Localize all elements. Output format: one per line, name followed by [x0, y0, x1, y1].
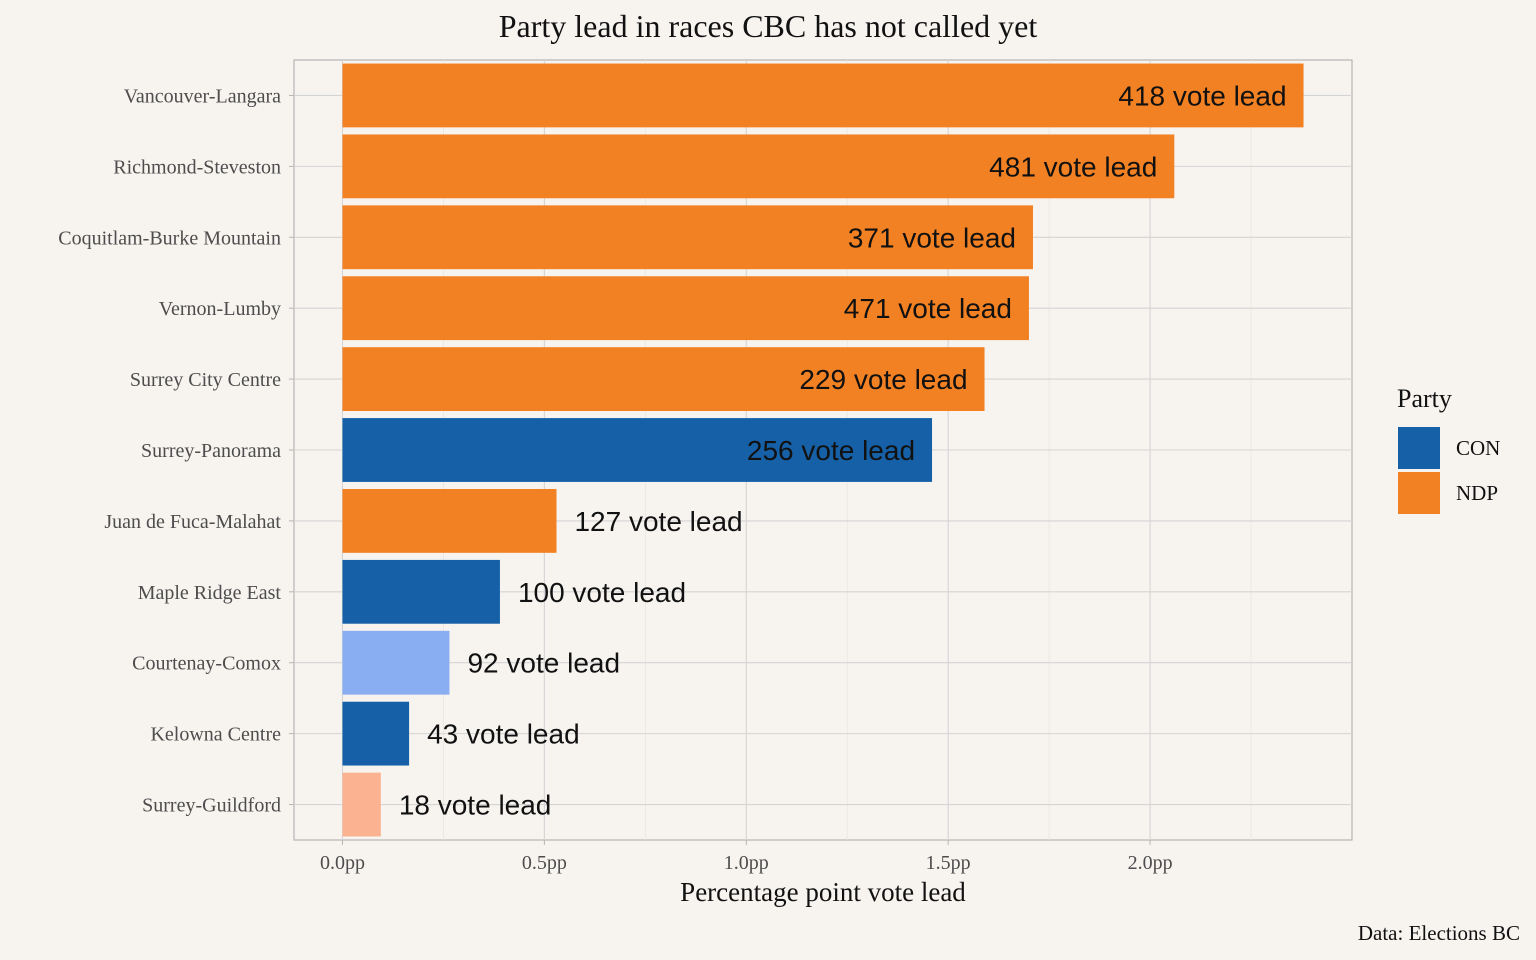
x-tick-label: 1.0pp: [724, 852, 769, 874]
x-tick-label: 1.5pp: [926, 852, 971, 874]
x-tick-label: 2.0pp: [1128, 852, 1173, 874]
y-tick-label: Juan de Fuca-Malahat: [104, 511, 281, 533]
bar-value-label: 92 vote lead: [467, 648, 620, 679]
bar: [342, 418, 933, 482]
bar: [342, 134, 1175, 199]
bar: [342, 630, 450, 695]
x-tick-label: 0.0pp: [320, 852, 365, 874]
x-axis-labels: 0.0pp 0.5pp 1.0pp 1.5pp 2.0pp: [320, 840, 1173, 874]
y-tick-label: Vancouver-Langara: [124, 85, 281, 107]
x-axis-title: Percentage point vote lead: [680, 877, 966, 907]
bar-value-label: 471 vote lead: [844, 293, 1012, 324]
y-tick-label: Vernon-Lumby: [159, 298, 281, 320]
y-tick-label: Surrey-Panorama: [141, 440, 281, 462]
bar: [342, 63, 1304, 128]
bar-value-label: 100 vote lead: [518, 577, 686, 608]
bar: [342, 347, 985, 411]
legend-label: CON: [1456, 436, 1500, 460]
bar: [342, 772, 381, 837]
bar-value-label: 481 vote lead: [989, 151, 1157, 182]
y-tick-label: Surrey City Centre: [130, 369, 281, 391]
legend-title: Party: [1397, 384, 1452, 413]
y-tick-label: Maple Ridge East: [138, 582, 282, 604]
y-tick-label: Surrey-Guildford: [142, 795, 281, 817]
bar-value-label: 256 vote lead: [747, 435, 915, 466]
y-tick-label: Courtenay-Comox: [132, 653, 281, 675]
caption: Data: Elections BC: [1358, 921, 1520, 945]
legend-swatch: [1398, 427, 1440, 469]
bar-value-label: 18 vote lead: [399, 790, 552, 821]
bar-value-label: 43 vote lead: [427, 719, 580, 750]
bar-value-label: 371 vote lead: [848, 222, 1016, 253]
y-tick-label: Kelowna Centre: [150, 724, 281, 746]
bar: [342, 489, 557, 553]
legend-label: NDP: [1456, 481, 1498, 505]
y-tick-label: Coquitlam-Burke Mountain: [58, 227, 281, 249]
bar-value-label: 418 vote lead: [1118, 80, 1286, 111]
bar: [342, 276, 1029, 341]
bar-value-label: 127 vote lead: [574, 506, 742, 537]
y-axis-labels: Vancouver-Langara Richmond-Steveston Coqui…: [58, 85, 294, 817]
bar-value-label: 229 vote lead: [799, 364, 967, 395]
bar: [342, 559, 500, 624]
chart-title: Party lead in races CBC has not called y…: [499, 8, 1038, 44]
bar: [342, 205, 1033, 270]
bar: [342, 701, 410, 766]
legend: Party CON NDP: [1397, 384, 1500, 514]
x-tick-label: 0.5pp: [522, 852, 567, 874]
bars: 418 vote lead 481 vote lead 371 vote lead 4…: [342, 63, 1304, 837]
legend-swatch: [1398, 472, 1440, 514]
y-tick-label: Richmond-Steveston: [113, 156, 281, 178]
